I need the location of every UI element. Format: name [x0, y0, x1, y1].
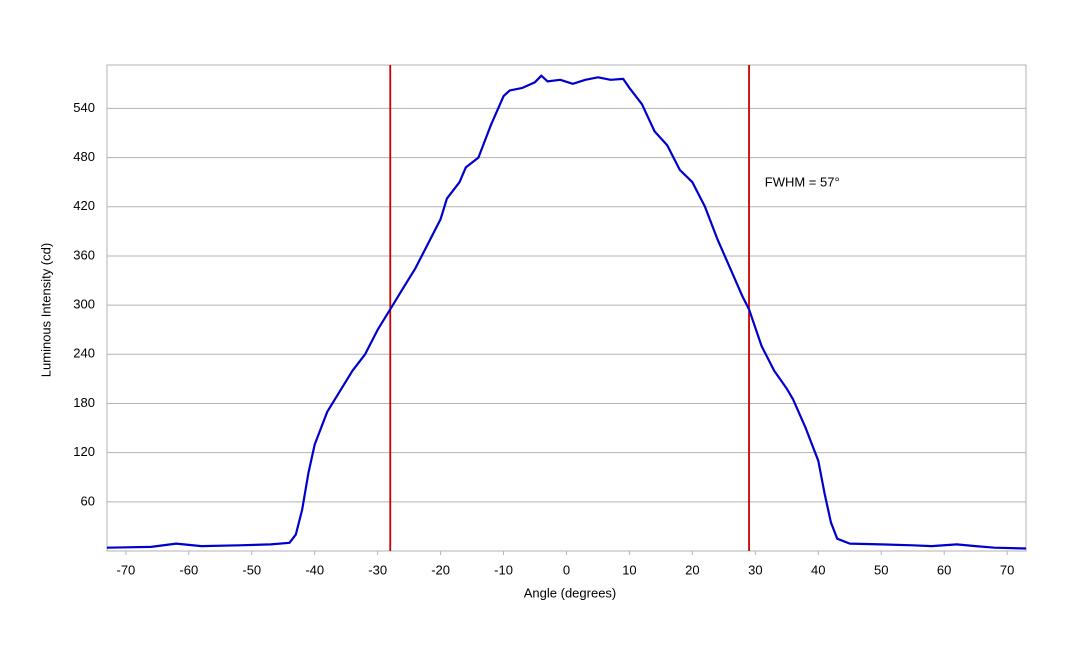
annotation: FWHM = 57° [765, 174, 840, 189]
x-tick-label: 10 [622, 562, 636, 577]
y-tick-label: 360 [73, 247, 95, 262]
x-tick-label: -40 [305, 562, 324, 577]
x-tick-label: 60 [937, 562, 951, 577]
y-tick-label: 60 [81, 493, 95, 508]
x-tick-label: 30 [748, 562, 762, 577]
y-axis-label: Luminous Intensity (cd) [38, 243, 53, 377]
y-tick-label: 480 [73, 149, 95, 164]
y-tick-label: 420 [73, 198, 95, 213]
plot-border [106, 64, 1027, 552]
x-tick-label: -30 [368, 562, 387, 577]
x-tick-label: 70 [1000, 562, 1014, 577]
x-tick-label: 50 [874, 562, 888, 577]
x-tick-label: -20 [431, 562, 450, 577]
y-tick-label: 180 [73, 395, 95, 410]
x-tick-label: 40 [811, 562, 825, 577]
y-tick-label: 540 [73, 100, 95, 115]
x-tick-label: -70 [116, 562, 135, 577]
y-tick-label: 120 [73, 444, 95, 459]
x-tick-label: 20 [685, 562, 699, 577]
x-tick-label: -60 [179, 562, 198, 577]
x-tick-label: 0 [563, 562, 570, 577]
data-line [106, 74, 1027, 550]
y-tick-label: 300 [73, 297, 95, 312]
x-tick-label: -50 [242, 562, 261, 577]
x-tick-label: -10 [494, 562, 513, 577]
y-tick-label: 240 [73, 346, 95, 361]
x-axis-label: Angle (degrees) [524, 585, 617, 600]
